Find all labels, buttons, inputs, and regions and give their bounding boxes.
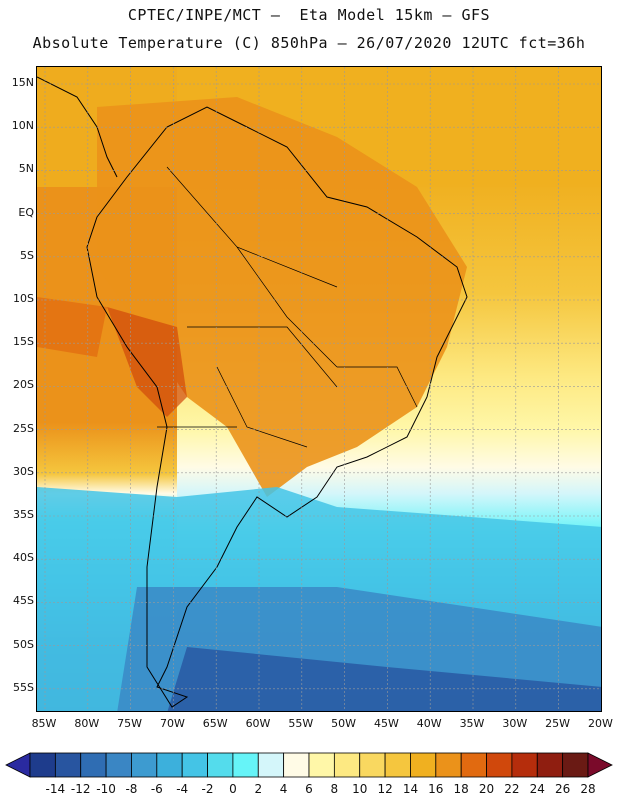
colorbar-swatch [156, 752, 183, 778]
colorbar-tick-label: 6 [305, 782, 313, 796]
continent-warm-core [97, 97, 467, 497]
andes-hot-spot [107, 307, 187, 417]
colorbar-swatch [308, 752, 335, 778]
colorbar-tick-label: 12 [377, 782, 393, 796]
longitude-label: 45W [373, 717, 399, 730]
latitude-label: 35S [13, 508, 34, 521]
colorbar-swatch [460, 752, 487, 778]
latitude-label: 40S [13, 551, 34, 565]
pacific-hot-area [37, 297, 107, 357]
colorbar-swatch [54, 752, 82, 778]
colorbar-tick-label: 26 [554, 782, 571, 796]
longitude-label: 40W [416, 717, 442, 730]
longitude-label: 65W [202, 717, 228, 730]
colorbar-tick-label: 0 [229, 782, 237, 796]
colorbar-swatch [359, 752, 386, 778]
colorbar-tick-label: -8 [125, 782, 138, 796]
colorbar-swatch [29, 752, 56, 778]
colorbar-swatch [384, 752, 411, 778]
latitude-label: 55S [13, 680, 34, 694]
temperature-colorbar [5, 752, 613, 778]
colorbar-tick-label: 10 [352, 782, 368, 796]
colorbar-tick-label: -10 [96, 782, 116, 796]
latitude-label: 10N [11, 119, 34, 133]
colorbar-overflow-triangle [587, 752, 613, 778]
colorbar-tick-label: 16 [428, 782, 444, 796]
colorbar-swatch [562, 752, 589, 778]
colorbar-tick-label: -2 [201, 782, 214, 796]
longitude-label: 70W [159, 717, 185, 730]
colorbar-tick-label: 24 [529, 782, 545, 796]
longitude-label: 85W [31, 717, 57, 730]
longitude-label: 30W [502, 717, 528, 730]
colorbar-swatch [435, 752, 462, 778]
colorbar-swatch [207, 752, 234, 778]
colorbar-tick-label: 2 [254, 782, 263, 796]
colorbar-swatch [333, 752, 361, 778]
latitude-label: 5S [20, 248, 34, 262]
colorbar-tick-label: -14 [45, 782, 66, 796]
longitude-label: 20W [587, 717, 613, 730]
latitude-label: 5N [18, 162, 34, 176]
map-subtitle: Absolute Temperature (C) 850hPa – 26/07/… [32, 34, 586, 52]
longitude-label: 55W [288, 717, 314, 730]
colorbar-swatch [105, 752, 132, 778]
latitude-label: 30S [13, 464, 34, 478]
colorbar-underflow-triangle [5, 752, 31, 778]
colorbar-swatch [283, 752, 310, 778]
coldest-core [167, 647, 601, 711]
colorbar-swatch [536, 752, 564, 778]
colorbar-tick-label: -6 [150, 782, 163, 796]
colorbar-swatch [257, 752, 285, 778]
colorbar-swatch [486, 752, 513, 778]
map-title: CPTEC/INPE/MCT – Eta Model 15km – GFS [127, 6, 491, 24]
colorbar-swatch [80, 752, 107, 778]
longitude-label: 50W [331, 717, 357, 730]
colorbar-swatch [181, 752, 208, 778]
map-panel [36, 66, 602, 712]
latitude-label: 50S [13, 637, 34, 651]
colorbar-swatch [232, 752, 259, 778]
colorbar-tick-label: 28 [580, 782, 596, 796]
latitude-label: 25S [13, 421, 34, 435]
colorbar-tick-label: -12 [70, 782, 91, 796]
latitude-label: EQ [18, 205, 34, 219]
colorbar-tick-label: 18 [453, 782, 469, 796]
longitude-label: 80W [74, 717, 100, 730]
latitude-label: 15S [13, 335, 34, 349]
colorbar-tick-label: 14 [402, 782, 419, 796]
colorbar-swatch [131, 752, 158, 778]
colorbar-tick-label: 8 [330, 782, 339, 796]
longitude-label: 75W [117, 717, 143, 730]
latitude-label: 45S [13, 594, 34, 608]
temperature-field-map [37, 67, 601, 711]
colorbar-swatch [410, 752, 437, 778]
longitude-label: 60W [245, 717, 271, 730]
colorbar-tick-label: -4 [176, 782, 189, 796]
south-america-outline [86, 106, 468, 708]
longitude-label: 25W [545, 717, 571, 730]
longitude-label: 35W [459, 717, 485, 730]
latitude-label: 15N [11, 76, 34, 89]
colorbar-tick-label: 20 [478, 782, 495, 796]
latitude-label: 10S [13, 292, 34, 305]
latitude-label: 20S [13, 378, 34, 392]
colorbar-swatch [511, 752, 538, 778]
colorbar-tick-label: 4 [279, 782, 288, 796]
country-borders [157, 166, 418, 448]
colorbar-tick-label: 22 [504, 782, 520, 796]
